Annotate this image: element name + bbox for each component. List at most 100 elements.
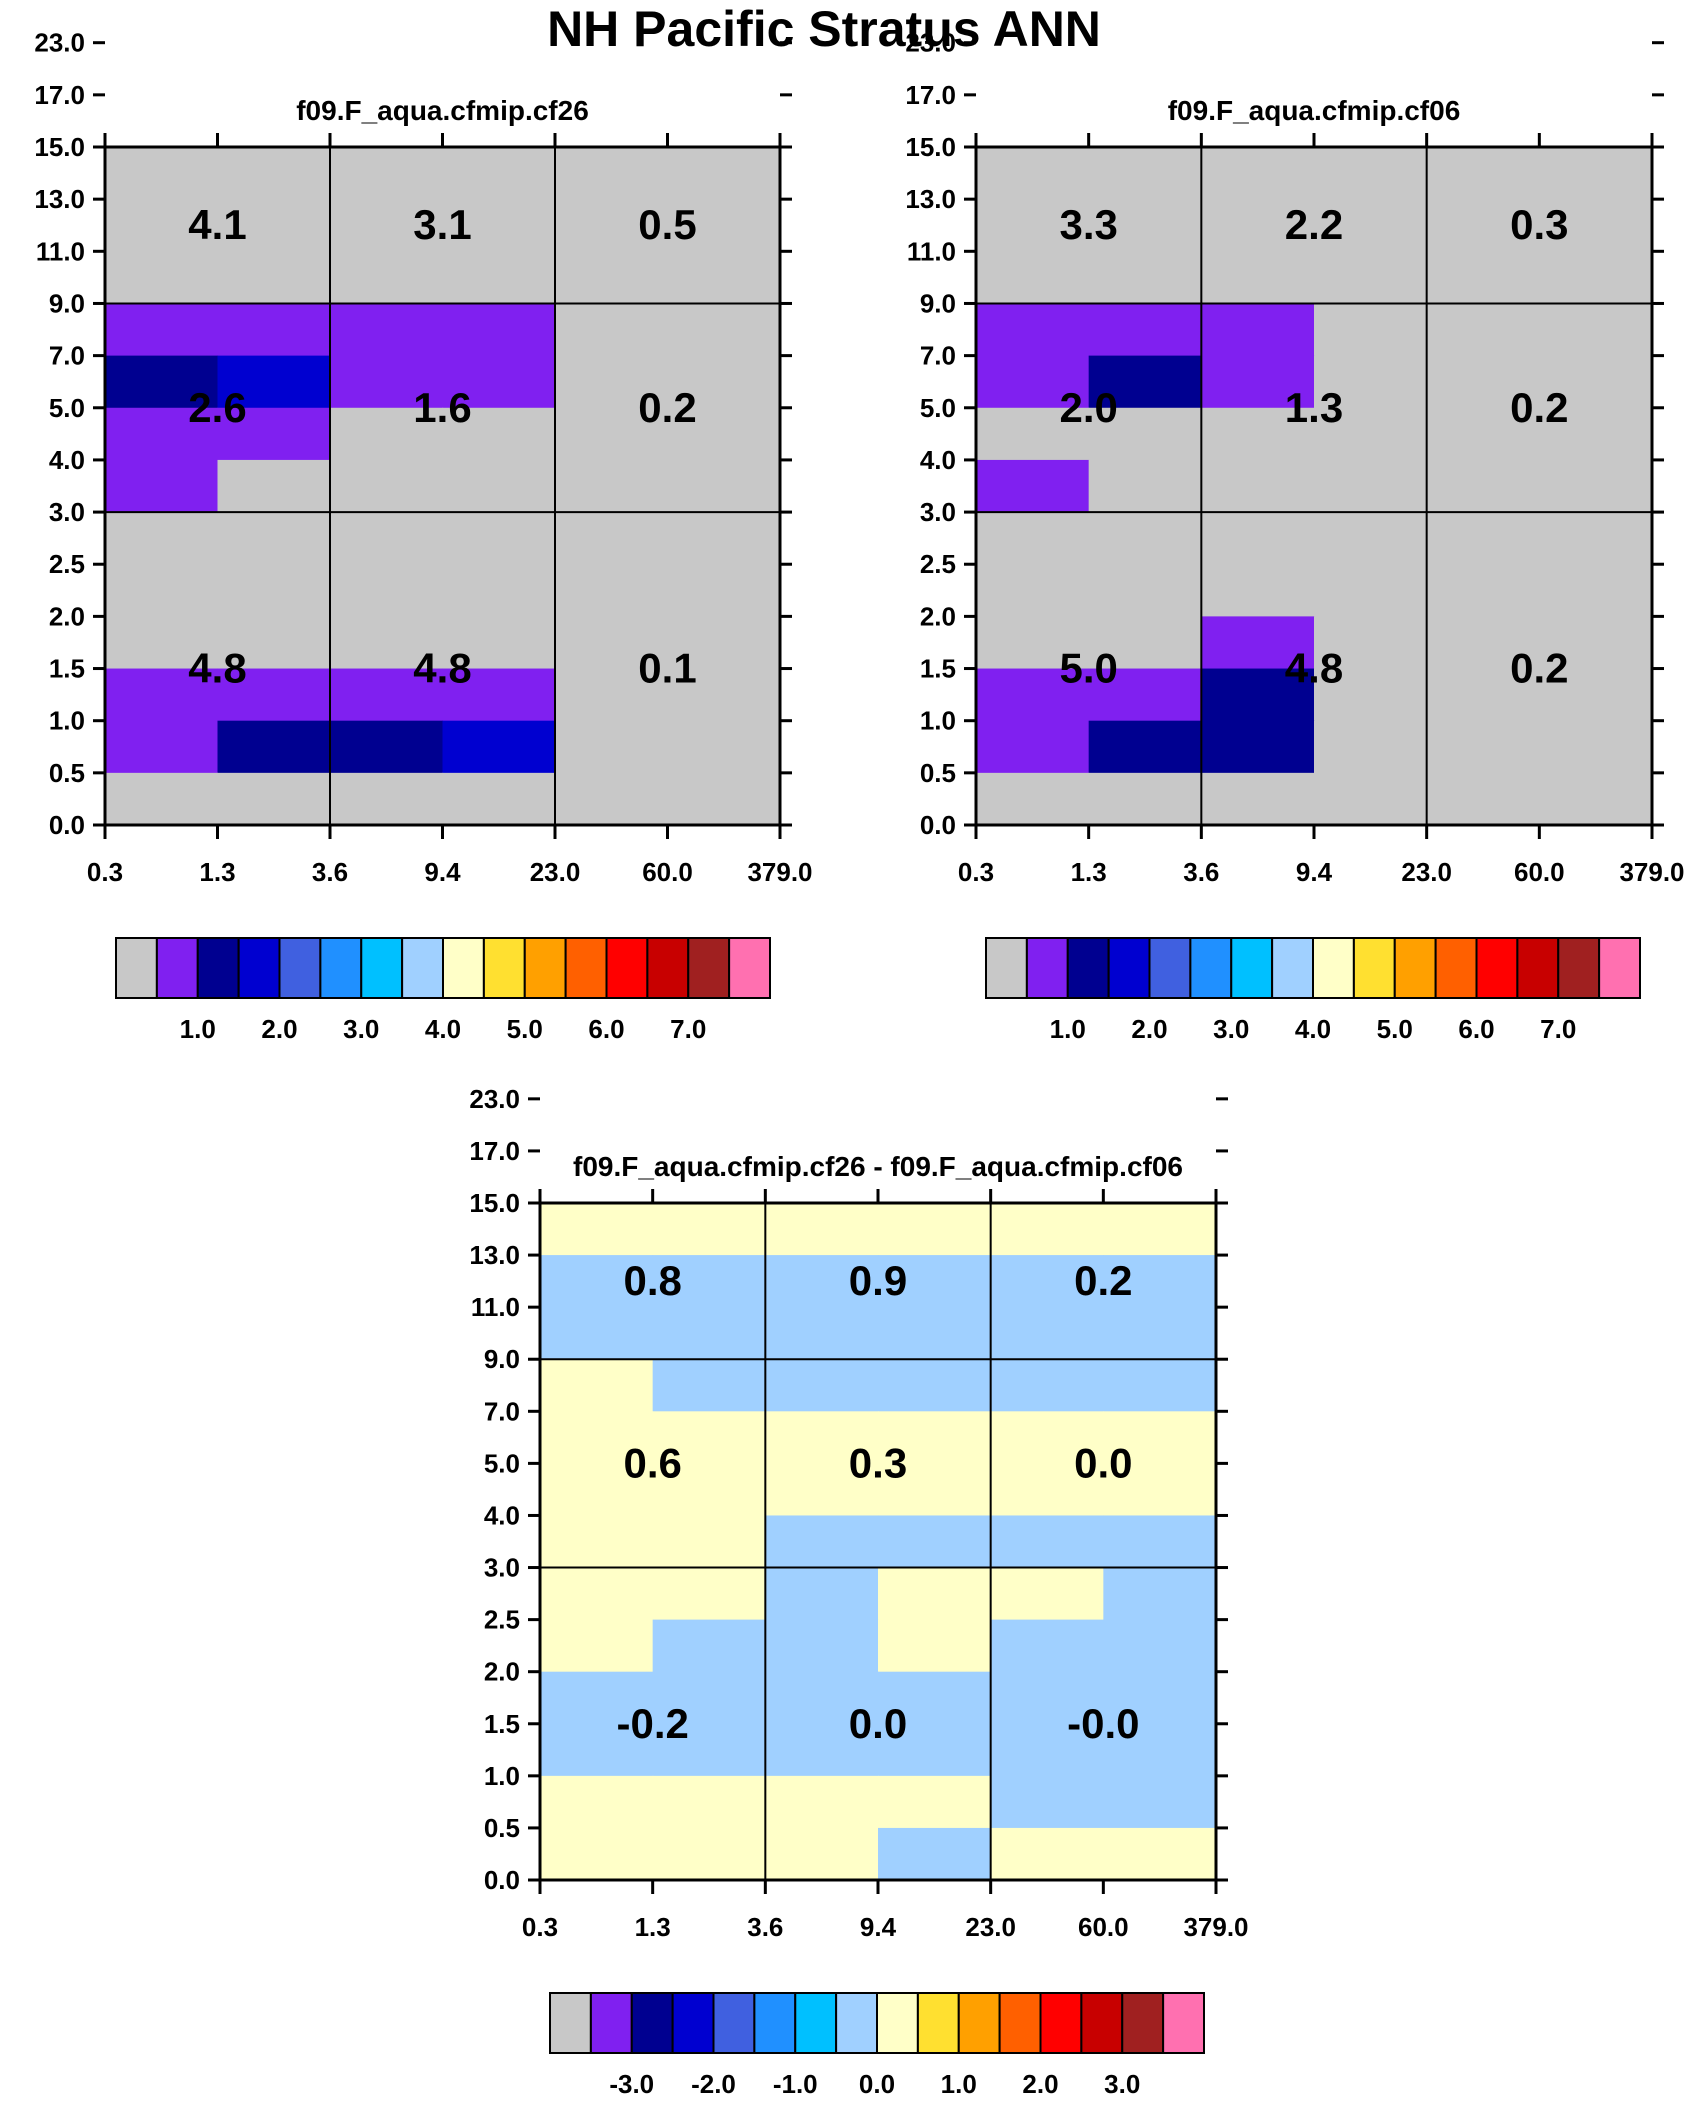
heatmap-cell xyxy=(105,459,219,513)
heatmap-cell xyxy=(667,251,781,305)
y-tick-label: 1.5 xyxy=(49,654,85,684)
y-tick-label: 15.0 xyxy=(34,132,85,162)
y-tick-label: 1.0 xyxy=(49,706,85,736)
heatmap-cell xyxy=(442,564,556,617)
colorbar-swatch xyxy=(957,1992,1001,2054)
heatmap-cell xyxy=(1314,512,1428,565)
block-value-label: 0.0 xyxy=(1074,1439,1132,1486)
y-tick-label: 11.0 xyxy=(907,236,956,266)
y-tick-label: 7.0 xyxy=(920,341,956,371)
colorbar-swatch xyxy=(1557,937,1601,999)
heatmap-cell xyxy=(652,1827,766,1881)
heatmap-cell xyxy=(1426,512,1540,565)
heatmap-cell xyxy=(555,459,669,513)
heatmap-cell xyxy=(652,1203,766,1256)
x-tick-label: 3.6 xyxy=(312,857,348,887)
heatmap-cell xyxy=(1426,407,1540,461)
heatmap-cell xyxy=(1539,720,1653,774)
heatmap-cell xyxy=(765,1671,879,1725)
heatmap-cell xyxy=(990,1723,1104,1777)
colorbar-label: -1.0 xyxy=(773,2069,818,2099)
heatmap-cell xyxy=(990,1203,1104,1256)
heatmap-cell xyxy=(217,199,331,252)
heatmap-cell xyxy=(442,251,556,305)
heatmap-cell xyxy=(667,720,781,774)
colorbar-swatch xyxy=(876,1992,919,2054)
heatmap-cell xyxy=(1426,668,1540,722)
heatmap-cell xyxy=(1103,1307,1217,1360)
heatmap-cell xyxy=(105,251,219,305)
heatmap-cell xyxy=(1103,1515,1217,1569)
heatmap-cell xyxy=(330,772,444,826)
heatmap-cell xyxy=(555,303,669,357)
colorbar-label: 1.0 xyxy=(180,1014,216,1044)
heatmap-cell xyxy=(1201,772,1315,826)
heatmap-cell xyxy=(555,199,669,252)
heatmap-cell xyxy=(976,668,1090,722)
y-tick-label: 9.0 xyxy=(484,1344,520,1374)
heatmap-cell xyxy=(652,1307,766,1360)
colorbar-swatch xyxy=(401,937,444,999)
x-tick-label: 9.4 xyxy=(424,857,461,887)
heatmap-cell xyxy=(990,1515,1104,1569)
block-value-label: 0.6 xyxy=(623,1439,681,1486)
heatmap-cell xyxy=(330,616,444,670)
heatmap-cell xyxy=(990,1411,1104,1464)
y-tick-label: 1.0 xyxy=(484,1761,520,1791)
heatmap-cell xyxy=(330,303,444,357)
colorbar-swatch xyxy=(1107,937,1151,999)
heatmap-cell xyxy=(442,303,556,357)
heatmap-cell xyxy=(765,1359,879,1412)
heatmap-cell xyxy=(1103,1723,1217,1777)
heatmap-cell xyxy=(1314,564,1428,617)
panel-title: f09.F_aqua.cfmip.cf26 xyxy=(296,95,589,126)
heatmap-cell xyxy=(1426,251,1540,305)
heatmap-cell xyxy=(1539,616,1653,670)
heatmap-cell xyxy=(217,303,331,357)
block-value-label: 0.8 xyxy=(623,1257,681,1304)
heatmap-cell xyxy=(540,1203,654,1256)
heatmap-cell xyxy=(442,668,556,722)
heatmap-cell xyxy=(652,1567,766,1621)
heatmap-cell xyxy=(1314,720,1428,774)
heatmap-cell xyxy=(555,407,669,461)
y-tick-label: 13.0 xyxy=(469,1240,520,1270)
heatmap-cell xyxy=(1201,199,1315,252)
colorbar-label: 1.0 xyxy=(1050,1014,1086,1044)
colorbar-label: 7.0 xyxy=(1540,1014,1576,1044)
colorbar-label: 5.0 xyxy=(1377,1014,1413,1044)
heatmap-cell xyxy=(1088,772,1202,826)
colorbar-label: 2.0 xyxy=(1022,2069,1058,2099)
heatmap-cell xyxy=(878,1671,992,1725)
colorbar: 1.0 2.0 3.0 4.0 5.0 6.0 7.0 xyxy=(115,937,771,1044)
block-value-label: 3.3 xyxy=(1059,201,1117,248)
heatmap-cell xyxy=(976,147,1090,200)
heatmap-cell xyxy=(555,147,669,200)
heatmap-cell xyxy=(555,512,669,565)
x-tick-label: 1.3 xyxy=(199,857,235,887)
heatmap-cell xyxy=(217,147,331,200)
heatmap-cell xyxy=(1201,720,1315,774)
heatmap-cell xyxy=(555,668,669,722)
heatmap-cell xyxy=(878,1255,992,1308)
heatmap-cell xyxy=(667,147,781,200)
heatmap-cell xyxy=(217,355,331,409)
colorbar-swatch xyxy=(916,1992,960,2054)
heatmap-cell xyxy=(540,1411,654,1464)
y-tick-label: 0.0 xyxy=(49,810,85,840)
heatmap-cell xyxy=(540,1359,654,1412)
heatmap-cell xyxy=(555,355,669,409)
y-tick-label: 2.0 xyxy=(920,601,956,631)
colorbar-swatch xyxy=(1025,937,1069,999)
heatmap-cell xyxy=(1103,1619,1217,1673)
heatmap-cell xyxy=(1426,772,1540,826)
x-tick-label: 379.0 xyxy=(1619,857,1684,887)
colorbar-swatch xyxy=(237,937,281,999)
colorbar-swatch xyxy=(1230,937,1274,999)
block-value-label: 4.1 xyxy=(188,201,246,248)
heatmap-cell xyxy=(990,1307,1104,1360)
heatmap-cell xyxy=(1539,251,1653,305)
heatmap-cell xyxy=(217,407,331,461)
heatmap-cell xyxy=(976,772,1090,826)
heatmap-cell xyxy=(1426,616,1540,670)
